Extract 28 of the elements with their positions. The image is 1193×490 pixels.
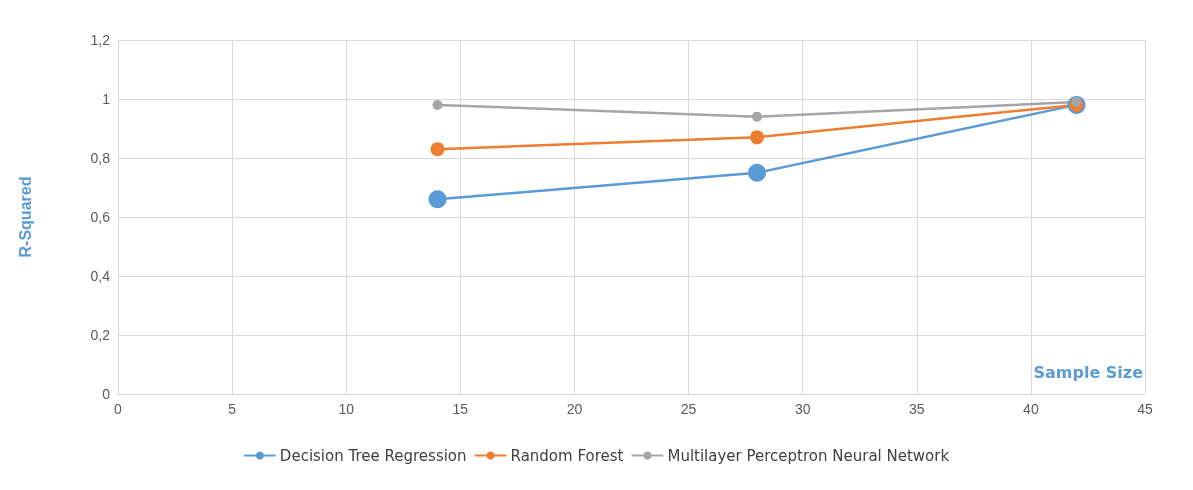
y-tick-label: 1: [102, 91, 111, 107]
y-tick-label: 0,6: [90, 209, 111, 225]
y-tick-label: 0,2: [90, 327, 111, 343]
legend-label: Random Forest: [510, 446, 624, 465]
y-tick-label: 0,8: [90, 150, 111, 166]
x-tick-label: 5: [228, 401, 237, 417]
x-tick-label: 10: [338, 401, 355, 417]
point: [432, 99, 443, 110]
legend-label: Decision Tree Regression: [279, 446, 467, 465]
x-tick-label: 15: [452, 401, 469, 417]
point: [430, 142, 445, 157]
y-axis-title: R-Squared: [16, 176, 34, 258]
x-tick-label: 0: [114, 401, 123, 417]
y-tick-label: 1,2: [90, 32, 111, 48]
x-tick-label: 35: [908, 401, 925, 417]
y-tick-label: 0,4: [90, 268, 111, 284]
x-tick-label: 45: [1137, 401, 1153, 417]
point: [748, 163, 767, 182]
x-axis-title: Sample Size: [1033, 362, 1144, 382]
y-tick-label: 0: [102, 386, 111, 402]
x-tick-label: 25: [680, 401, 697, 417]
legend-label: Multilayer Perceptron Neural Network: [667, 446, 950, 465]
point: [752, 111, 763, 122]
x-tick-label: 40: [1023, 401, 1039, 417]
point: [750, 130, 765, 145]
x-tick-label: 30: [794, 401, 811, 417]
x-tick-label: 20: [566, 401, 583, 417]
point: [428, 190, 447, 209]
